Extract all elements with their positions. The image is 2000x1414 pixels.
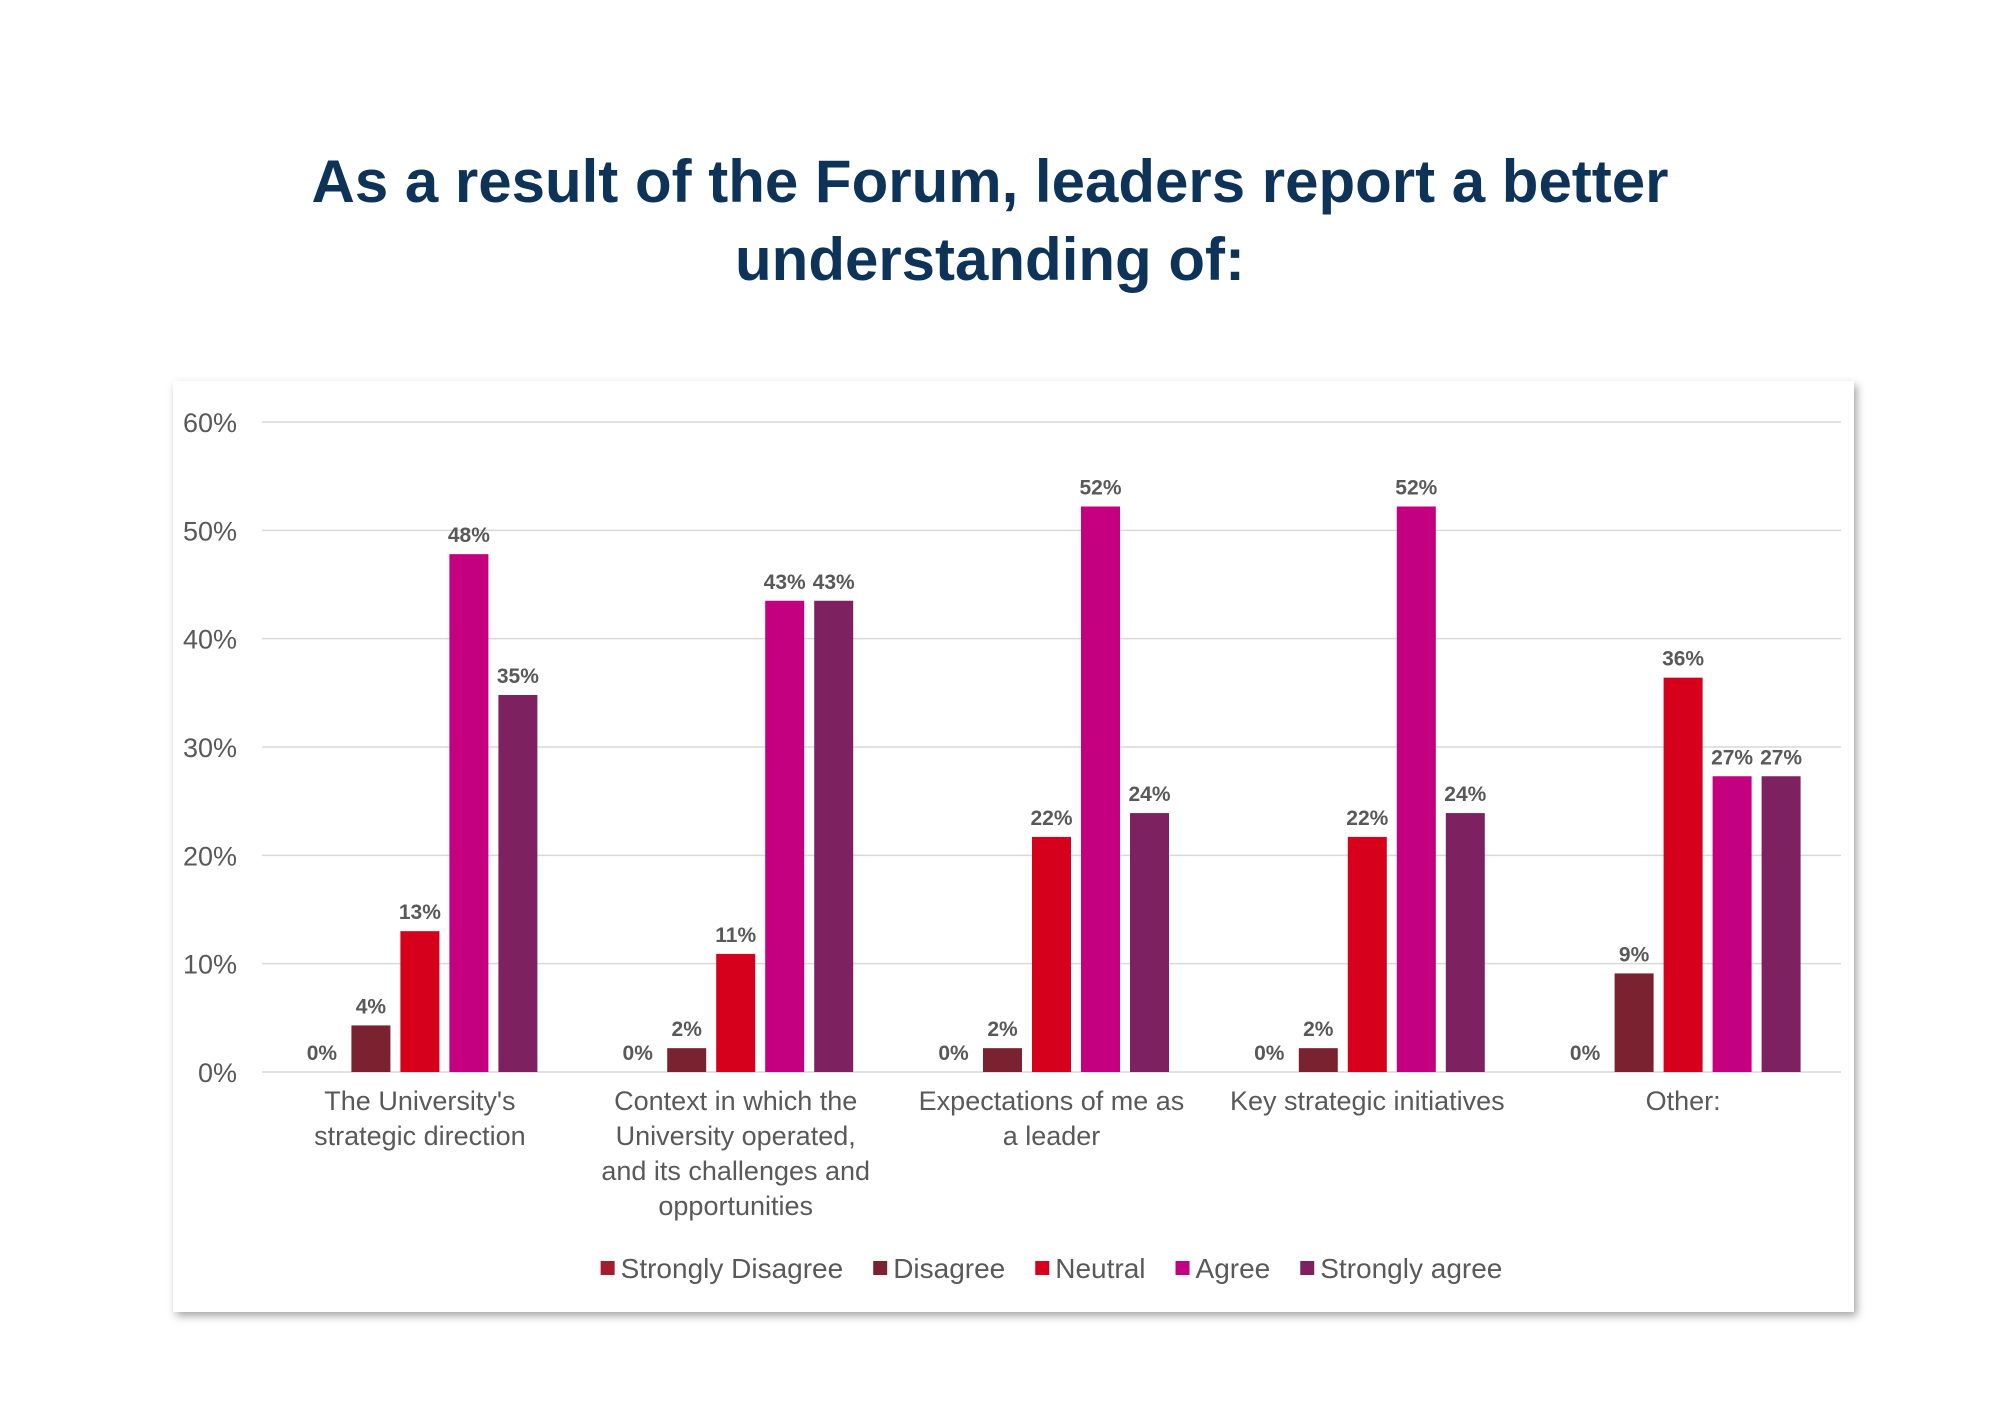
bar	[400, 931, 440, 1072]
data-label: 27%	[1760, 746, 1802, 769]
data-label: 43%	[764, 571, 806, 594]
category-label: Context in which the	[614, 1086, 857, 1116]
data-label: 0%	[1570, 1042, 1601, 1065]
bar	[1761, 776, 1801, 1072]
legend-item: Neutral	[1055, 1253, 1145, 1284]
bar	[1663, 677, 1703, 1072]
y-tick-label: 40%	[183, 625, 237, 655]
legend-swatch	[1300, 1261, 1315, 1275]
y-tick-label: 10%	[183, 950, 237, 980]
category-label: strategic direction	[314, 1121, 526, 1151]
data-label: 4%	[356, 995, 387, 1018]
category-label: Other:	[1646, 1086, 1721, 1116]
category-label: and its challenges and	[601, 1156, 870, 1186]
legend-swatch	[1035, 1261, 1050, 1275]
data-label: 0%	[938, 1042, 969, 1065]
data-label: 9%	[1619, 943, 1650, 966]
y-tick-label: 60%	[183, 408, 237, 438]
bar	[667, 1048, 707, 1072]
data-label: 35%	[497, 665, 539, 688]
data-label: 24%	[1128, 783, 1170, 806]
category-label: University operated,	[616, 1121, 856, 1151]
data-label: 2%	[987, 1018, 1018, 1041]
data-label: 13%	[399, 901, 441, 924]
bar	[1130, 813, 1169, 1072]
y-tick-label: 30%	[183, 733, 237, 763]
data-label: 22%	[1030, 807, 1072, 830]
chart-panel: 0% 10% 20% 30% 40% 50% 60% 0% 0% 0% 0% 0% 4% 2% 2% 2% 9%…	[173, 381, 1854, 1312]
legend-item: Strongly agree	[1320, 1253, 1502, 1284]
bar	[1445, 813, 1485, 1072]
y-tick-label: 20%	[183, 841, 237, 871]
data-label: 43%	[813, 571, 855, 594]
data-label: 48%	[448, 524, 490, 547]
category-label: The University's	[324, 1086, 515, 1116]
bar	[1614, 973, 1654, 1072]
y-tick-label: 50%	[183, 516, 237, 546]
legend-item: Agree	[1196, 1253, 1271, 1284]
bar	[498, 695, 538, 1072]
y-tick-label: 0%	[198, 1058, 237, 1088]
bar	[1712, 776, 1752, 1072]
category-label: Expectations of me as	[919, 1086, 1185, 1116]
data-label: 0%	[307, 1042, 338, 1065]
bar	[814, 600, 854, 1072]
bar	[983, 1048, 1022, 1072]
title-line-1: As a result of the Forum, leaders report…	[311, 148, 1669, 215]
bar-chart: 0% 10% 20% 30% 40% 50% 60% 0% 0% 0% 0% 0% 4% 2% 2% 2% 9%…	[183, 408, 1841, 1284]
title-line-2: understanding of:	[735, 226, 1245, 293]
category-label: opportunities	[658, 1191, 813, 1221]
bar	[765, 600, 805, 1072]
data-label: 52%	[1395, 477, 1437, 500]
bar	[1396, 506, 1436, 1072]
data-label: 27%	[1711, 746, 1753, 769]
bar	[716, 953, 756, 1072]
page-title: As a result of the Forum, leaders report…	[250, 143, 1730, 299]
category-label: Key strategic initiatives	[1230, 1086, 1505, 1116]
bar	[449, 554, 489, 1072]
legend-swatch	[600, 1261, 615, 1275]
data-label: 52%	[1079, 477, 1121, 500]
bar	[1298, 1048, 1338, 1072]
data-label: 2%	[1303, 1018, 1334, 1041]
data-label: 22%	[1346, 807, 1388, 830]
bar	[1032, 836, 1071, 1072]
legend-swatch	[873, 1261, 888, 1275]
legend-item: Disagree	[893, 1253, 1005, 1284]
bar	[351, 1025, 391, 1072]
legend-swatch	[1175, 1261, 1190, 1275]
data-label: 36%	[1662, 648, 1704, 671]
data-label: 11%	[715, 924, 756, 947]
bar	[1347, 836, 1387, 1072]
data-label: 0%	[1254, 1042, 1285, 1065]
data-label: 24%	[1444, 783, 1486, 806]
legend-item: Strongly Disagree	[621, 1253, 844, 1284]
data-label: 0%	[623, 1042, 654, 1065]
data-label: 2%	[672, 1018, 703, 1041]
bar	[1081, 506, 1120, 1072]
category-label: a leader	[1003, 1121, 1101, 1151]
